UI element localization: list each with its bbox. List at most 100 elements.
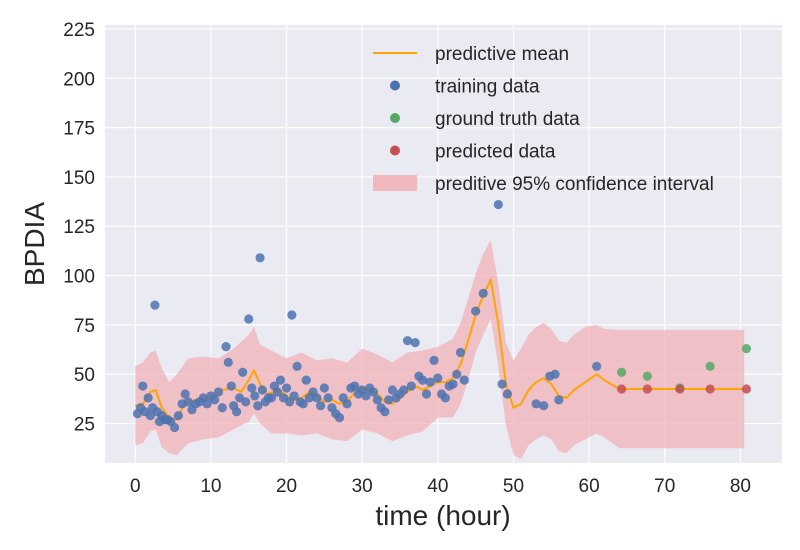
x-tick-label: 40 — [427, 476, 448, 497]
x-tick-label: 30 — [352, 476, 373, 497]
training-point — [287, 310, 297, 320]
training-point — [448, 379, 458, 389]
legend-dot-swatch — [390, 80, 400, 91]
training-point — [368, 387, 379, 397]
training-point — [221, 341, 231, 352]
tick-labels: 0 10 20 30 40 50 60 70 80 25 50 75 100 125 150 175 200 22… — [63, 20, 751, 497]
training-point — [223, 357, 233, 367]
training-point — [217, 403, 227, 413]
training-point — [247, 383, 257, 393]
training-point — [238, 367, 248, 377]
y-axis-label: BPDIA — [19, 202, 50, 286]
legend-label: training data — [435, 77, 540, 98]
legend-label: predictive mean — [435, 44, 569, 65]
training-point — [380, 407, 390, 417]
training-point — [387, 385, 398, 395]
legend-dot-swatch — [390, 113, 400, 123]
training-point — [497, 379, 507, 389]
legend: predictive mean training data ground truth… — [373, 44, 714, 195]
x-axis-label: time (hour) — [375, 500, 510, 531]
training-point — [213, 387, 224, 397]
training-point — [531, 399, 541, 409]
training-point — [410, 338, 420, 348]
training-point — [319, 383, 329, 393]
training-point — [232, 407, 242, 417]
y-tick-label: 25 — [74, 415, 95, 436]
training-point — [226, 381, 236, 391]
scatter-points — [132, 199, 752, 433]
training-point — [289, 391, 299, 401]
y-tick-label: 75 — [74, 316, 95, 337]
training-point — [250, 391, 260, 401]
training-point — [433, 373, 443, 383]
training-point — [145, 411, 155, 421]
training-point — [281, 383, 292, 393]
training-point — [169, 422, 180, 433]
predicted-point — [741, 384, 752, 394]
training-point — [266, 393, 277, 403]
legend-label: ground truth data — [435, 109, 580, 130]
training-point — [406, 381, 416, 391]
training-point — [350, 381, 360, 391]
training-point — [138, 381, 148, 391]
ground-truth-point — [705, 361, 715, 371]
x-tick-label: 70 — [654, 476, 675, 497]
training-point — [539, 401, 549, 411]
predicted-point — [642, 384, 652, 394]
legend-label: predicted data — [435, 142, 556, 163]
training-point — [502, 389, 513, 399]
training-point — [334, 413, 345, 423]
training-point — [244, 314, 254, 324]
training-point — [150, 300, 160, 310]
training-point — [425, 377, 435, 387]
training-point — [257, 385, 267, 395]
training-point — [592, 361, 602, 371]
training-point — [384, 395, 394, 405]
ground-truth-point — [617, 367, 627, 377]
y-tick-label: 150 — [63, 168, 95, 189]
training-point — [312, 393, 322, 403]
y-tick-label: 125 — [63, 217, 95, 238]
training-point — [471, 306, 481, 316]
training-point — [372, 395, 382, 405]
training-point — [210, 395, 220, 405]
training-point — [550, 369, 560, 379]
predicted-point — [617, 384, 627, 394]
training-point — [361, 391, 371, 401]
training-point — [183, 397, 193, 407]
training-point — [315, 401, 326, 411]
x-tick-label: 0 — [130, 476, 141, 497]
training-point — [478, 288, 488, 298]
training-point — [493, 199, 503, 210]
predicted-point — [705, 384, 715, 394]
training-point — [452, 369, 462, 379]
legend-label: preditive 95% confidence interval — [435, 174, 714, 195]
training-point — [342, 399, 352, 409]
training-point — [421, 389, 432, 399]
ground-truth-point — [642, 371, 652, 381]
training-point — [202, 399, 212, 409]
training-point — [272, 387, 283, 397]
training-point — [301, 375, 311, 385]
training-point — [554, 395, 564, 405]
y-tick-label: 100 — [63, 267, 95, 288]
training-point — [275, 375, 286, 385]
training-point — [455, 347, 466, 358]
y-tick-label: 50 — [74, 365, 95, 386]
training-point — [253, 401, 263, 411]
x-tick-label: 60 — [579, 476, 600, 497]
training-point — [255, 253, 265, 263]
training-point — [429, 355, 439, 366]
y-tick-label: 175 — [63, 119, 95, 140]
training-point — [402, 336, 413, 346]
y-tick-label: 225 — [63, 20, 95, 41]
training-point — [323, 393, 333, 403]
training-point — [143, 393, 153, 403]
predicted-point — [675, 384, 685, 394]
x-tick-label: 50 — [503, 476, 524, 497]
training-point — [292, 361, 302, 371]
x-tick-label: 80 — [730, 476, 751, 497]
training-point — [298, 399, 308, 409]
training-point — [399, 385, 409, 395]
x-tick-label: 10 — [200, 476, 221, 497]
